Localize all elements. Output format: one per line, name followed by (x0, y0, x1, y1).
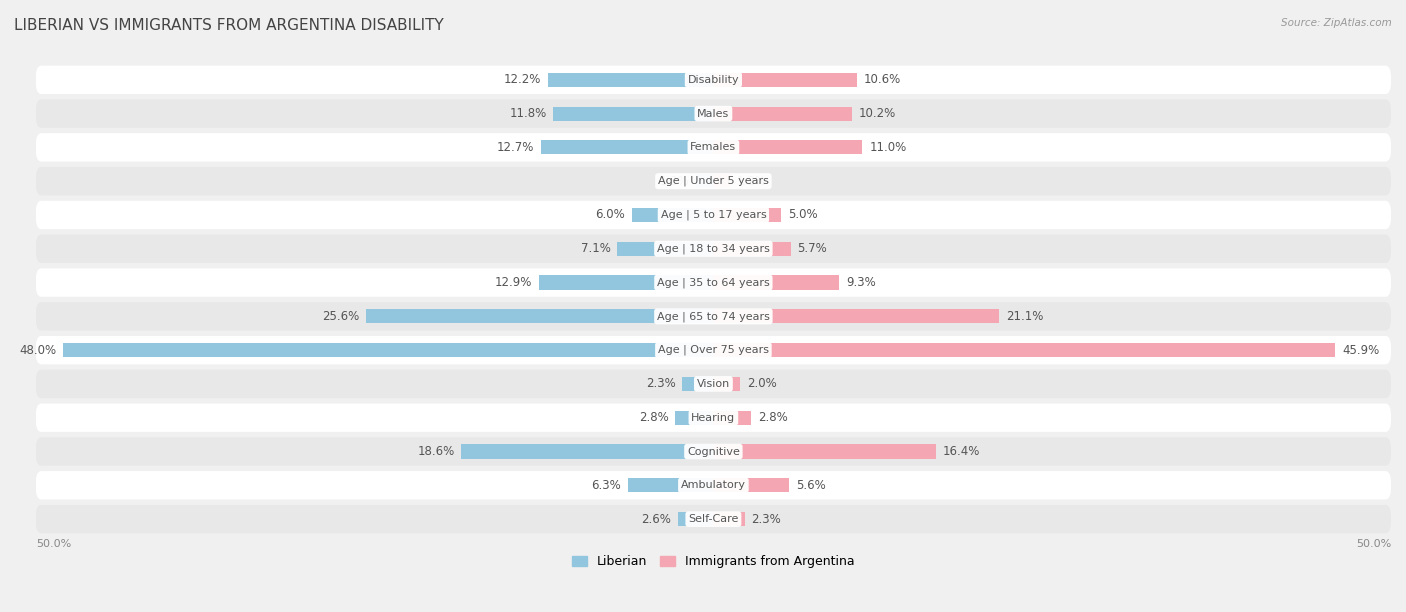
Bar (713, 275, 839, 289)
Text: LIBERIAN VS IMMIGRANTS FROM ARGENTINA DISABILITY: LIBERIAN VS IMMIGRANTS FROM ARGENTINA DI… (14, 18, 444, 34)
FancyBboxPatch shape (35, 403, 1391, 432)
Bar (541, 140, 713, 154)
Text: Age | 18 to 34 years: Age | 18 to 34 years (657, 244, 770, 254)
Text: 2.8%: 2.8% (758, 411, 787, 424)
Text: Age | Over 75 years: Age | Over 75 years (658, 345, 769, 356)
Text: 16.4%: 16.4% (942, 445, 980, 458)
Bar (713, 444, 935, 458)
Text: 6.0%: 6.0% (596, 209, 626, 222)
Text: 25.6%: 25.6% (322, 310, 360, 323)
Text: 10.6%: 10.6% (863, 73, 901, 86)
FancyBboxPatch shape (35, 302, 1391, 330)
Bar (713, 512, 745, 526)
FancyBboxPatch shape (35, 133, 1391, 162)
Text: Females: Females (690, 143, 737, 152)
Bar (675, 411, 713, 425)
Text: Age | 65 to 74 years: Age | 65 to 74 years (657, 311, 770, 321)
Text: 7.1%: 7.1% (581, 242, 610, 255)
Text: 21.1%: 21.1% (1007, 310, 1043, 323)
FancyBboxPatch shape (35, 269, 1391, 297)
Text: 11.0%: 11.0% (869, 141, 907, 154)
Text: 5.6%: 5.6% (796, 479, 825, 492)
Text: 5.0%: 5.0% (787, 209, 817, 222)
Text: 12.9%: 12.9% (495, 276, 531, 289)
Text: 12.7%: 12.7% (498, 141, 534, 154)
Text: 6.3%: 6.3% (592, 479, 621, 492)
Bar (678, 512, 713, 526)
FancyBboxPatch shape (35, 99, 1391, 128)
FancyBboxPatch shape (35, 336, 1391, 364)
Bar (617, 242, 713, 256)
FancyBboxPatch shape (35, 167, 1391, 195)
Bar (63, 343, 713, 357)
Text: 10.2%: 10.2% (859, 107, 896, 120)
Text: 9.3%: 9.3% (846, 276, 876, 289)
Bar (713, 377, 741, 391)
Bar (713, 309, 1000, 324)
Text: 12.2%: 12.2% (503, 73, 541, 86)
Text: 5.7%: 5.7% (797, 242, 827, 255)
Bar (713, 140, 862, 154)
Text: Vision: Vision (697, 379, 730, 389)
Text: Males: Males (697, 108, 730, 119)
Text: 2.0%: 2.0% (747, 378, 778, 390)
Bar (696, 174, 713, 188)
Text: 45.9%: 45.9% (1343, 344, 1379, 357)
Text: 18.6%: 18.6% (418, 445, 454, 458)
Bar (628, 478, 713, 493)
Bar (548, 73, 713, 87)
Text: Age | Under 5 years: Age | Under 5 years (658, 176, 769, 187)
FancyBboxPatch shape (35, 505, 1391, 533)
Text: Disability: Disability (688, 75, 740, 85)
Text: Age | 35 to 64 years: Age | 35 to 64 years (657, 277, 769, 288)
Text: 50.0%: 50.0% (1355, 539, 1391, 549)
Bar (633, 208, 713, 222)
Bar (713, 106, 852, 121)
Bar (713, 73, 858, 87)
Text: 50.0%: 50.0% (35, 539, 72, 549)
Bar (538, 275, 713, 289)
Text: 2.6%: 2.6% (641, 513, 672, 526)
Text: Self-Care: Self-Care (688, 514, 738, 524)
Bar (713, 343, 1336, 357)
FancyBboxPatch shape (35, 438, 1391, 466)
Bar (713, 411, 751, 425)
Text: Source: ZipAtlas.com: Source: ZipAtlas.com (1281, 18, 1392, 28)
Bar (682, 377, 713, 391)
FancyBboxPatch shape (35, 471, 1391, 499)
FancyBboxPatch shape (35, 65, 1391, 94)
Bar (713, 208, 782, 222)
Bar (713, 174, 730, 188)
Text: 48.0%: 48.0% (20, 344, 56, 357)
Text: 1.3%: 1.3% (659, 174, 689, 188)
FancyBboxPatch shape (35, 234, 1391, 263)
Bar (713, 478, 789, 493)
FancyBboxPatch shape (35, 201, 1391, 229)
Text: 2.8%: 2.8% (638, 411, 669, 424)
Text: Age | 5 to 17 years: Age | 5 to 17 years (661, 210, 766, 220)
Text: 2.3%: 2.3% (645, 378, 675, 390)
Legend: Liberian, Immigrants from Argentina: Liberian, Immigrants from Argentina (567, 550, 859, 573)
Bar (461, 444, 713, 458)
Bar (367, 309, 713, 324)
Text: 11.8%: 11.8% (509, 107, 547, 120)
Text: 1.2%: 1.2% (737, 174, 766, 188)
Text: Cognitive: Cognitive (688, 447, 740, 457)
Text: Ambulatory: Ambulatory (681, 480, 747, 490)
Text: Hearing: Hearing (692, 412, 735, 423)
Bar (713, 242, 790, 256)
Bar (554, 106, 713, 121)
Text: 2.3%: 2.3% (751, 513, 782, 526)
FancyBboxPatch shape (35, 370, 1391, 398)
